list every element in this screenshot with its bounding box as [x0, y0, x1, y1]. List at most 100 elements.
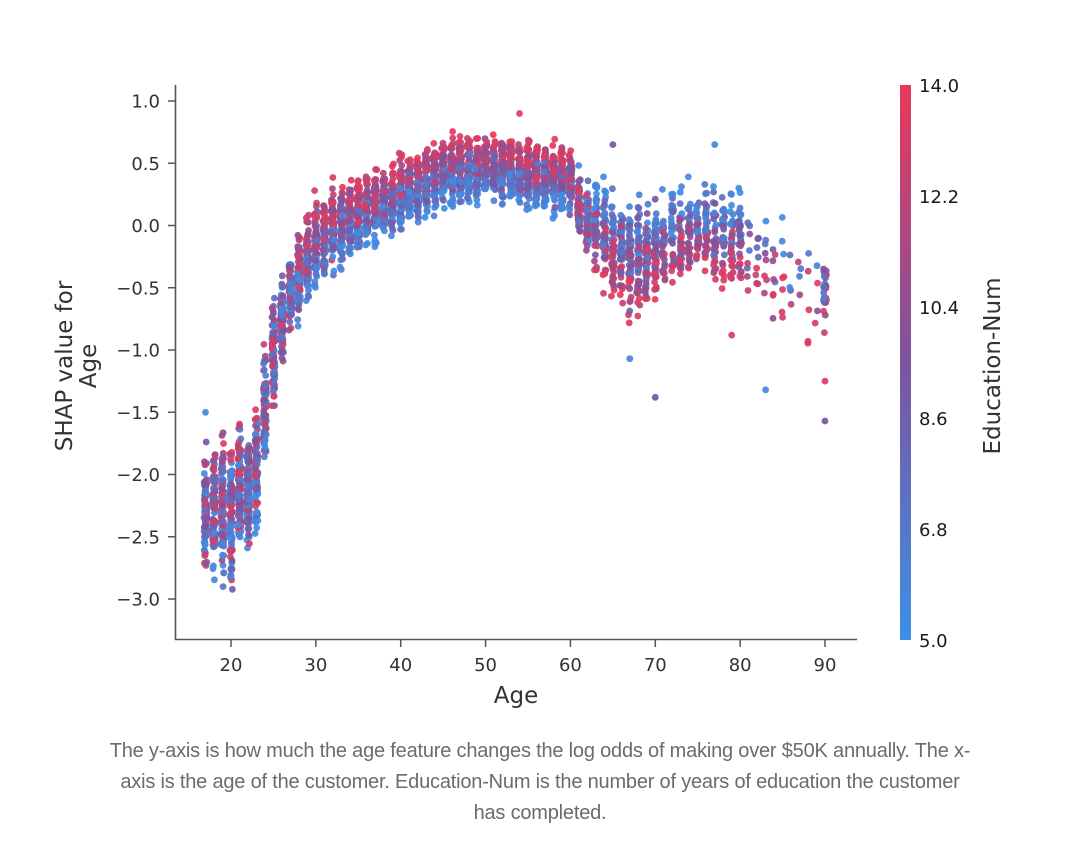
scatter-point: [820, 283, 828, 291]
scatter-point: [345, 199, 352, 207]
scatter-point: [271, 322, 278, 330]
y-axis-title-line-2: Age: [76, 344, 102, 388]
scatter-point: [347, 176, 355, 184]
scatter-point: [270, 369, 277, 377]
scatter-point: [245, 531, 252, 539]
scatter-point: [220, 468, 227, 475]
scatter-point: [405, 188, 413, 196]
scatter-point: [304, 230, 312, 238]
scatter-point: [761, 272, 768, 280]
scatter-point: [531, 167, 539, 174]
scatter-point: [252, 472, 259, 480]
scatter-point: [729, 263, 737, 270]
scatter-point: [652, 210, 660, 218]
scatter-point: [228, 482, 235, 490]
scatter-point: [746, 230, 754, 238]
scatter-point: [228, 522, 236, 530]
scatter-point: [677, 233, 685, 241]
scatter-point: [396, 170, 404, 178]
scatter-point: [372, 211, 379, 218]
scatter-point: [330, 244, 337, 252]
scatter-point: [609, 241, 617, 249]
scatter-point: [261, 411, 269, 419]
scatter-point: [618, 263, 626, 270]
caption-line-1: The y-axis is how much the age feature c…: [109, 740, 971, 762]
scatter-point: [395, 149, 403, 157]
scatter-point: [761, 289, 768, 297]
scatter-point: [474, 135, 482, 142]
scatter-point: [219, 449, 227, 457]
scatter-point: [820, 307, 827, 315]
scatter-point: [661, 276, 669, 284]
x-tick-label: 40: [389, 655, 412, 676]
scatter-point: [245, 471, 253, 479]
scatter-point: [566, 183, 574, 191]
scatter-point: [701, 267, 709, 275]
scatter-point: [534, 184, 541, 192]
scatter-point: [523, 186, 531, 193]
scatter-point: [483, 165, 490, 172]
scatter-point: [685, 264, 693, 272]
scatter-point: [811, 319, 819, 327]
scatter-point: [422, 173, 429, 181]
scatter-point: [219, 458, 226, 466]
scatter-point: [584, 177, 592, 185]
scatter-point: [771, 251, 779, 258]
scatter-point: [269, 330, 277, 338]
scatter-point: [414, 218, 422, 226]
scatter-point: [523, 147, 531, 154]
scatter-point: [320, 228, 328, 236]
scatter-point: [354, 195, 362, 203]
scatter-point: [813, 262, 821, 270]
scatter-point: [506, 148, 514, 156]
scatter-point: [744, 259, 751, 267]
scatter-point: [449, 177, 457, 185]
scatter-point: [542, 146, 549, 154]
scatter-point: [201, 495, 209, 503]
scatter-point: [473, 196, 481, 204]
scatter-point: [278, 354, 286, 362]
scatter-point: [753, 264, 760, 272]
scatter-point: [252, 439, 259, 447]
scatter-point: [413, 197, 420, 205]
scatter-point: [294, 316, 302, 323]
scatter-point: [668, 237, 676, 244]
scatter-point: [210, 495, 218, 502]
scatter-point: [243, 451, 251, 459]
scatter-point: [712, 235, 720, 243]
scatter-point: [727, 242, 735, 249]
scatter-point: [398, 225, 405, 233]
scatter-point: [261, 381, 269, 389]
scatter-point: [635, 204, 643, 212]
scatter-point: [380, 183, 388, 190]
scatter-point: [251, 416, 259, 423]
scatter-point: [497, 161, 505, 169]
scatter-point: [693, 203, 701, 210]
scatter-point: [330, 220, 338, 228]
scatter-point: [726, 208, 734, 216]
scatter-point: [354, 234, 362, 242]
scatter-point: [328, 199, 335, 207]
scatter-point: [371, 186, 379, 193]
colorbar-tick-label: 5.0: [919, 631, 948, 652]
scatter-point: [414, 154, 421, 162]
scatter-point: [295, 274, 303, 282]
scatter-point: [457, 178, 465, 186]
scatter-point: [371, 199, 379, 207]
scatter-point: [490, 172, 497, 180]
scatter-point: [252, 502, 260, 510]
scatter-point: [634, 312, 642, 320]
figure-caption: The y-axis is how much the age feature c…: [30, 736, 1050, 829]
scatter-point: [626, 355, 634, 363]
scatter-point: [668, 221, 676, 229]
scatter-point: [650, 271, 658, 278]
scatter-point: [397, 192, 404, 199]
scatter-point: [762, 256, 770, 264]
scatter-point: [329, 174, 337, 181]
scatter-point: [609, 272, 617, 280]
y-axis-title: SHAP value for Age: [52, 280, 102, 451]
scatter-point: [667, 229, 675, 237]
scatter-point: [294, 290, 301, 298]
scatter-point: [261, 442, 269, 450]
scatter-point: [549, 167, 557, 174]
